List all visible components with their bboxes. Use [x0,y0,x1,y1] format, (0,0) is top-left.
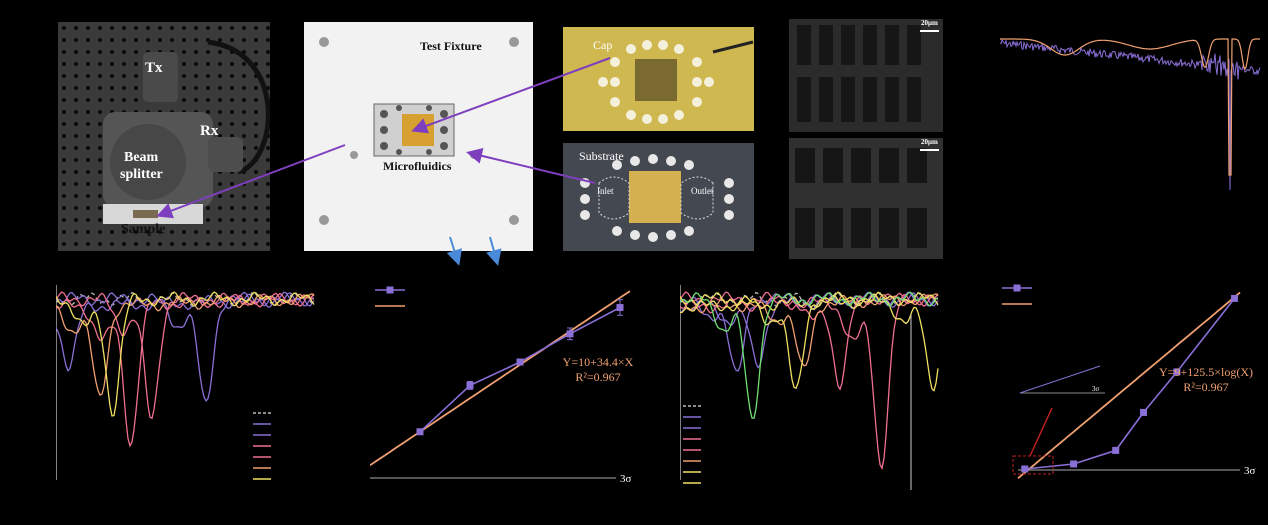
dips-b-series-4 [680,293,939,471]
dips-b-series-7 [680,291,939,390]
log-fit-equation: Y=9+125.5×log(X) [1159,365,1253,379]
dips-a-series-6 [56,293,315,396]
log-legend-marker-data [1013,284,1021,292]
dips-a-series-4 [56,292,315,448]
sem-top-illustration [789,19,943,132]
dips-b-series-8 [680,293,939,392]
linear-point-1 [416,428,424,436]
fixture-photo: Test Fixture Microfluidics [304,22,533,251]
tx-label: Tx [145,60,163,76]
dips-b-series-9 [680,291,939,420]
chart-dips-b [680,285,939,490]
inlet-label: Inlet [597,186,614,196]
log-point-6 [1230,294,1238,302]
outlet-label: Outlet [691,186,714,196]
log-inset-line [1019,365,1101,394]
log-zoom-box [1012,455,1054,475]
rx-label: Rx [200,123,219,139]
sem-bottom-scale: 20μm [921,138,938,146]
log-point-3 [1112,446,1120,454]
setup-illustration [58,22,270,251]
setup-photo: Tx Rx Beam splitter Sample [58,22,270,251]
sem-top-scale: 20μm [921,19,938,27]
substrate-photo: Substrate Inlet Outlet [563,143,754,251]
linear-point-5 [616,304,624,312]
cap-label: Cap [593,38,613,52]
splitter-label: splitter [120,167,163,182]
linear-fit-r2: R²=0.967 [575,370,620,384]
dips-a-series-2 [56,292,315,372]
spectrum-series-measured [1000,39,1261,191]
linear-point-2 [466,381,474,389]
test-fixture-label: Test Fixture [420,39,482,53]
linear-point-4 [566,330,574,338]
fixture-illustration [304,22,533,251]
log-fit-line [1017,291,1241,479]
spectrum-series-simulated [1000,38,1260,176]
sample-label: Sample [121,222,166,237]
sem-image-top: 20μm [789,19,943,132]
linear-fit-equation: Y=10+34.4×X [563,355,634,369]
beam-label: Beam [124,150,159,165]
sem-image-bottom: 20μm [789,138,943,259]
linear-legend-marker-data [386,286,394,294]
cap-illustration [563,27,754,131]
cap-photo: Cap [563,27,754,131]
log-point-2 [1070,460,1078,468]
dips-a-series-1 [56,291,315,308]
dips-a-series-7 [56,291,315,417]
chart-dips-a [56,285,315,480]
chart-log: 3σ Y=9+125.5×log(X)R²=0.967 3σ [1002,284,1256,479]
chart-spectrum [1000,38,1261,191]
log-point-4 [1140,408,1148,416]
chart-linear: 3σ Y=10+34.4×XR²=0.967 [370,286,634,485]
dips-b-series-2 [680,292,939,369]
dips-a-series-5 [56,291,315,420]
log-data-line [1024,297,1236,470]
dips-a-series-3 [56,291,315,403]
substrate-label: Substrate [579,149,624,163]
log-point-1 [1021,465,1029,473]
log-threshold-label: 3σ [1244,465,1256,477]
log-inset-label: 3σ [1092,385,1100,393]
dips-b-series-1 [680,291,939,309]
log-fit-r2: R²=0.967 [1183,380,1228,394]
linear-threshold-label: 3σ [620,473,632,485]
linear-point-3 [516,358,524,366]
sem-bottom-illustration [789,138,943,259]
microfluidics-label: Microfluidics [383,159,452,173]
linear-fit-line [370,290,631,467]
log-zoom-arrow [1029,407,1053,457]
log-point-5 [1173,368,1181,376]
